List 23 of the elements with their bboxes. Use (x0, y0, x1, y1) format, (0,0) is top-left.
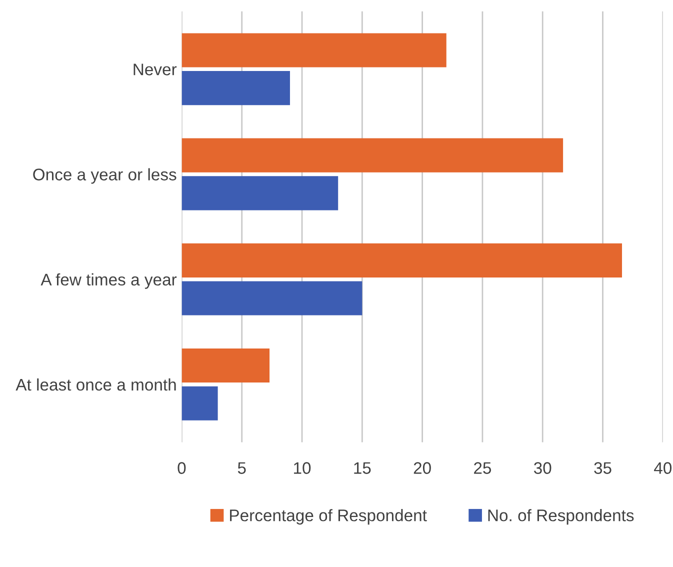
x-tick-label: 5 (238, 462, 246, 474)
bar (182, 138, 564, 172)
bar (182, 348, 270, 383)
x-tick-label: 40 (654, 462, 672, 474)
legend-label: No. of Respondents (488, 509, 634, 525)
bar (182, 71, 290, 106)
x-tick-label: 20 (414, 462, 431, 474)
x-tick-label: 10 (294, 462, 311, 474)
legend-label: Percentage of Respondent (230, 509, 427, 525)
y-tick-label: Once a year or less (33, 168, 176, 184)
bar (182, 176, 338, 210)
y-tick-label: A few times a year (40, 273, 177, 289)
x-tick-label: 30 (534, 462, 552, 474)
bar (182, 33, 446, 68)
bar (182, 243, 622, 278)
y-tick-label: Never (134, 64, 177, 76)
bar (182, 281, 362, 316)
x-tick-label: 0 (178, 462, 186, 474)
bar (182, 386, 218, 420)
x-tick-label: 15 (354, 462, 371, 474)
x-tick-label: 25 (474, 462, 492, 474)
y-tick-label: At least once a month (16, 378, 176, 391)
x-tick-label: 35 (594, 462, 612, 474)
